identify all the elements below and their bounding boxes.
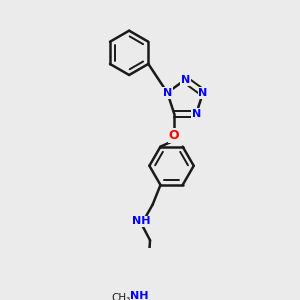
Text: N: N xyxy=(192,109,201,119)
Text: N: N xyxy=(198,88,208,98)
Text: N: N xyxy=(163,88,172,98)
Text: CH₃: CH₃ xyxy=(111,292,130,300)
Text: NH: NH xyxy=(130,291,149,300)
Text: O: O xyxy=(169,129,179,142)
Text: N: N xyxy=(181,75,190,85)
Text: NH: NH xyxy=(132,217,150,226)
